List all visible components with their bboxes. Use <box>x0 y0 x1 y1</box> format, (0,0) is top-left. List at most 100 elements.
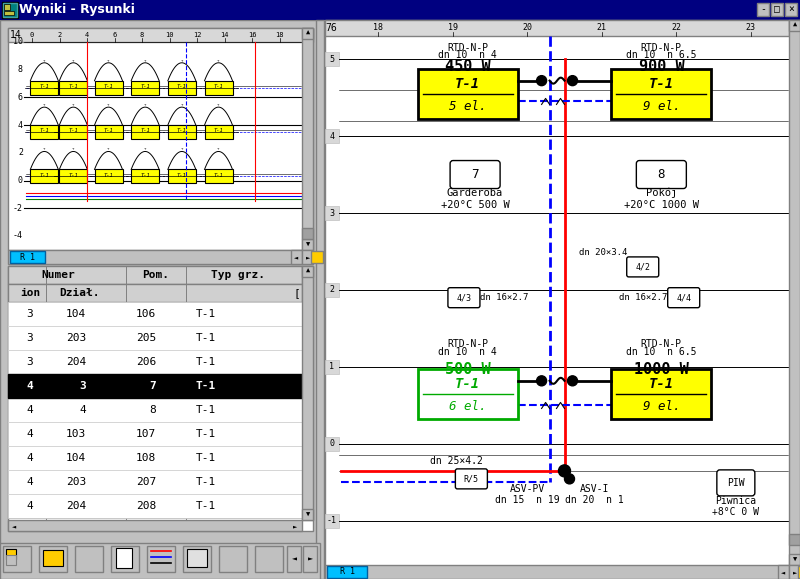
Text: 108: 108 <box>136 453 156 463</box>
Bar <box>611 369 711 419</box>
Text: 204: 204 <box>66 357 86 367</box>
Text: 4: 4 <box>18 120 23 130</box>
Text: 23: 23 <box>746 24 756 32</box>
Text: +: + <box>181 102 183 106</box>
Text: 22: 22 <box>671 24 682 32</box>
Bar <box>303 546 317 572</box>
Text: T-1: T-1 <box>39 173 50 178</box>
Bar <box>325 129 339 143</box>
Text: Typ grz.: Typ grz. <box>211 270 265 280</box>
FancyBboxPatch shape <box>636 160 686 189</box>
Text: Numer: Numer <box>41 270 75 280</box>
FancyBboxPatch shape <box>448 288 480 307</box>
Bar <box>611 69 711 119</box>
Bar <box>94 170 122 184</box>
Text: T-1: T-1 <box>39 84 50 89</box>
Bar <box>131 170 159 184</box>
Text: 4: 4 <box>26 429 34 439</box>
Bar <box>789 20 800 565</box>
Text: 4: 4 <box>79 405 86 415</box>
Bar <box>325 206 339 220</box>
Text: +: + <box>218 146 220 151</box>
Text: ▼: ▼ <box>793 557 797 563</box>
Text: 18: 18 <box>374 24 383 32</box>
Text: 900 W: 900 W <box>638 59 684 74</box>
Text: dn 15  n 19: dn 15 n 19 <box>495 495 559 505</box>
Text: 19: 19 <box>448 24 458 32</box>
Bar <box>789 554 800 565</box>
Bar <box>302 28 313 39</box>
Bar <box>302 266 313 520</box>
Text: 8: 8 <box>150 405 156 415</box>
Bar <box>771 3 783 16</box>
Text: Dział.: Dział. <box>60 288 100 298</box>
Text: Pokój: Pokój <box>646 187 677 198</box>
Bar <box>8 422 302 446</box>
Text: RTD-N-P: RTD-N-P <box>641 339 682 349</box>
Bar <box>3 546 31 572</box>
Text: 1000 W: 1000 W <box>634 362 689 377</box>
Text: +: + <box>144 146 146 151</box>
Text: 4: 4 <box>26 501 34 511</box>
Bar <box>94 81 122 94</box>
Text: 500 W: 500 W <box>445 362 490 377</box>
Text: 14: 14 <box>220 32 229 38</box>
Text: ▲: ▲ <box>306 30 310 36</box>
Bar <box>168 81 196 94</box>
Text: T-1: T-1 <box>177 173 186 178</box>
Text: RTD-N-P: RTD-N-P <box>641 42 682 53</box>
Text: T-1: T-1 <box>140 128 150 133</box>
Text: +: + <box>107 102 110 106</box>
Text: 14: 14 <box>10 30 22 40</box>
Text: dn 10  n 6.5: dn 10 n 6.5 <box>626 50 697 60</box>
Bar <box>6 555 16 565</box>
Bar <box>8 266 302 284</box>
Bar <box>183 546 211 572</box>
Bar <box>302 28 313 250</box>
Text: T-1: T-1 <box>104 84 114 89</box>
Text: +: + <box>72 146 74 151</box>
Bar <box>30 170 58 184</box>
Bar <box>757 3 769 16</box>
Text: ◄: ◄ <box>781 569 785 575</box>
Bar <box>8 326 302 350</box>
Text: 76: 76 <box>326 23 337 33</box>
Bar <box>8 266 313 531</box>
Text: ◄: ◄ <box>291 555 297 563</box>
Text: 8: 8 <box>658 168 665 181</box>
Text: T-1: T-1 <box>455 377 480 391</box>
Text: Pom.: Pom. <box>142 270 170 280</box>
Text: T-1: T-1 <box>196 429 216 439</box>
Text: +: + <box>144 102 146 106</box>
Bar <box>168 170 196 184</box>
Text: ASV-I: ASV-I <box>580 484 609 494</box>
Bar <box>778 565 789 579</box>
Text: Garderoba: Garderoba <box>447 188 503 197</box>
Text: 5: 5 <box>330 54 334 64</box>
Bar <box>8 520 302 531</box>
Text: dn 20  n 1: dn 20 n 1 <box>565 495 624 505</box>
Text: 103: 103 <box>66 429 86 439</box>
Text: 5 el.: 5 el. <box>449 100 486 113</box>
Bar <box>302 266 313 277</box>
Text: T-1: T-1 <box>214 128 223 133</box>
Bar <box>327 566 367 578</box>
Text: 20: 20 <box>522 24 532 32</box>
Text: +20°C 1000 W: +20°C 1000 W <box>624 200 699 210</box>
Text: 2: 2 <box>58 32 62 38</box>
Bar <box>8 374 302 398</box>
Text: 9 el.: 9 el. <box>642 100 680 113</box>
Text: +: + <box>107 58 110 62</box>
Bar <box>59 170 87 184</box>
Text: +: + <box>107 146 110 151</box>
Text: ▲: ▲ <box>306 268 310 274</box>
Text: -: - <box>760 4 766 14</box>
Text: ASV-PV: ASV-PV <box>510 484 545 494</box>
Text: □: □ <box>774 4 780 14</box>
Bar <box>325 565 789 579</box>
Text: 104: 104 <box>66 453 86 463</box>
Text: +: + <box>181 146 183 151</box>
Text: 0: 0 <box>30 32 34 38</box>
Text: T-1: T-1 <box>196 357 216 367</box>
Text: 6: 6 <box>112 32 117 38</box>
